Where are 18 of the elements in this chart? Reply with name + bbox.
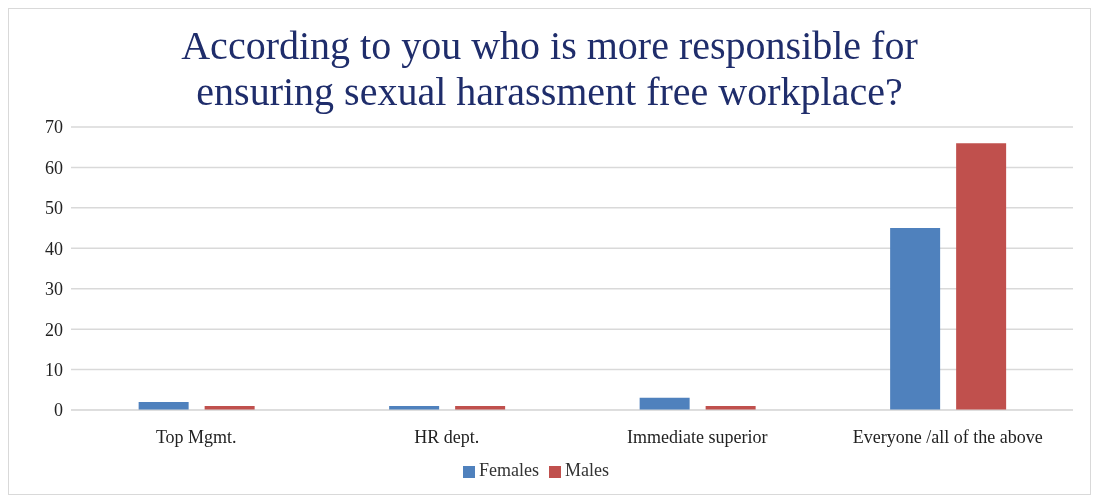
y-tick-label: 40 [45, 238, 63, 259]
y-tick-label: 30 [45, 279, 63, 300]
x-tick-label: HR dept. [414, 426, 480, 447]
y-tick-label: 70 [45, 117, 63, 138]
bar [890, 228, 941, 410]
x-tick-label: Top Mgmt. [155, 426, 237, 447]
y-tick-label: 60 [45, 157, 63, 178]
bar [956, 143, 1007, 410]
x-tick-label: Everyone /all of the above [852, 426, 1043, 447]
bar [639, 397, 690, 410]
y-tick-label: 10 [45, 359, 63, 380]
x-tick-label: Immediate superior [627, 426, 768, 447]
y-tick-label: 50 [45, 198, 63, 219]
legend-label: Males [565, 460, 609, 480]
chart-title: According to you who is more responsible for ensuring sexual harassment free workplace? [180, 22, 919, 115]
legend-label: Females [479, 460, 539, 480]
y-tick-label: 0 [54, 400, 63, 421]
y-tick-label: 20 [45, 319, 63, 340]
